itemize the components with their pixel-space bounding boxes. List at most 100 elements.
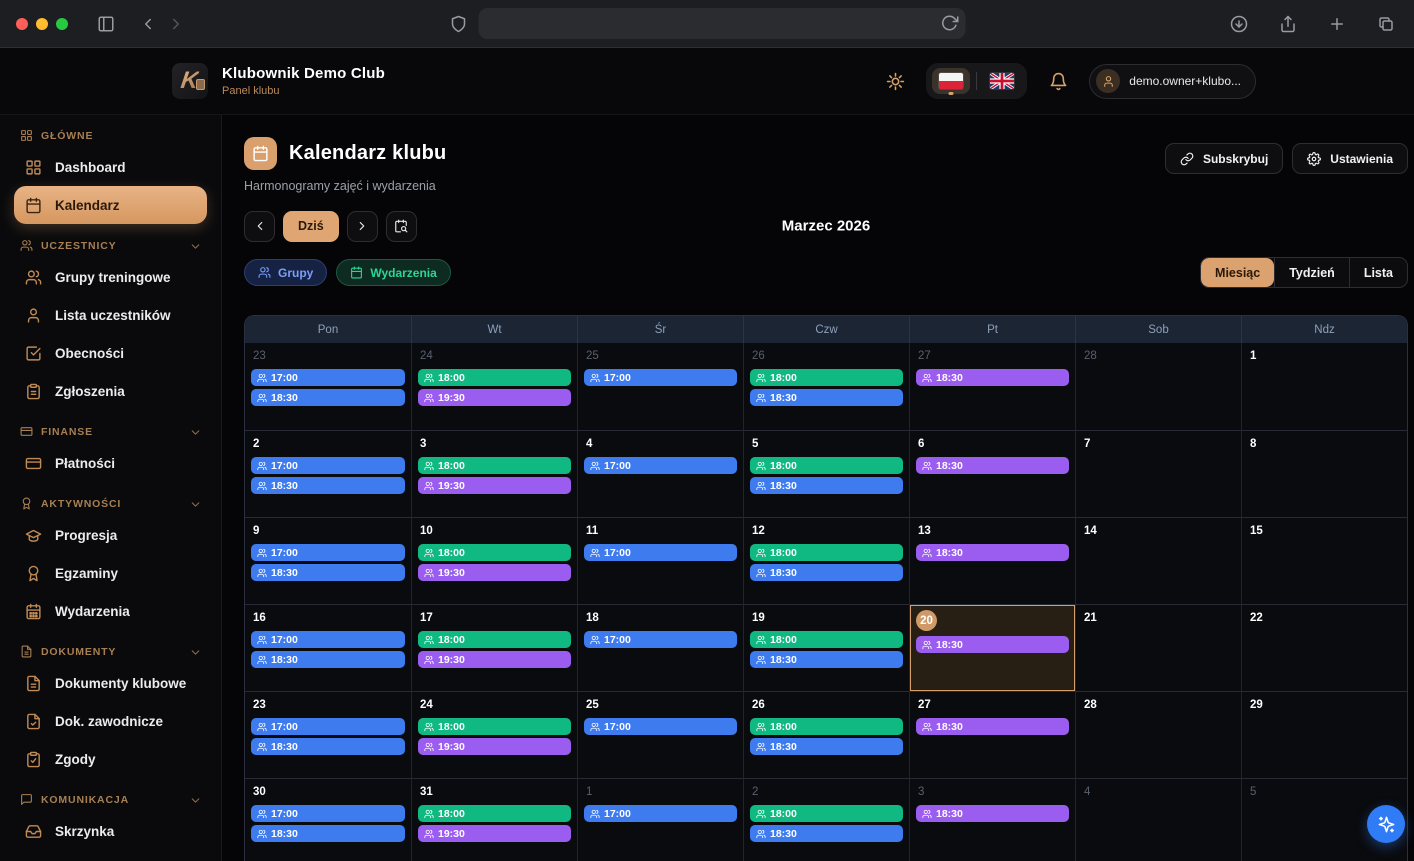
day-cell-28[interactable]: 28 — [1075, 343, 1241, 430]
sidebar-section-komunikacja[interactable]: KOMUNIKACJA — [20, 793, 201, 806]
share-icon[interactable] — [1274, 10, 1302, 38]
view-lista[interactable]: Lista — [1348, 258, 1407, 287]
filter-chip-wydarzenia[interactable]: Wydarzenia — [336, 259, 451, 286]
language-polish[interactable] — [932, 68, 971, 94]
event-pill[interactable]: 19:30 — [418, 389, 571, 406]
event-pill[interactable]: 17:00 — [584, 631, 737, 648]
event-pill[interactable]: 19:30 — [418, 477, 571, 494]
event-pill[interactable]: 19:30 — [418, 825, 571, 842]
event-pill[interactable]: 18:30 — [916, 805, 1069, 822]
day-cell-25[interactable]: 25 17:00 — [577, 691, 743, 778]
event-pill[interactable]: 18:00 — [418, 805, 571, 822]
sidebar-item-płatności[interactable]: Płatności — [14, 444, 207, 482]
event-pill[interactable]: 18:30 — [251, 825, 405, 842]
event-pill[interactable]: 18:00 — [418, 457, 571, 474]
event-pill[interactable]: 18:30 — [750, 651, 903, 668]
day-cell-13[interactable]: 13 18:30 — [909, 517, 1075, 604]
day-cell-23[interactable]: 23 17:00 18:30 — [245, 343, 411, 430]
downloads-icon[interactable] — [1225, 10, 1253, 38]
event-pill[interactable]: 17:00 — [251, 631, 405, 648]
event-pill[interactable]: 18:00 — [750, 369, 903, 386]
day-cell-3[interactable]: 3 18:00 19:30 — [411, 430, 577, 517]
event-pill[interactable]: 18:30 — [251, 651, 405, 668]
address-bar[interactable] — [478, 8, 966, 39]
event-pill[interactable]: 17:00 — [584, 369, 737, 386]
minimize-button[interactable] — [36, 17, 48, 30]
event-pill[interactable]: 18:30 — [916, 636, 1069, 653]
day-cell-28[interactable]: 28 — [1075, 691, 1241, 778]
event-pill[interactable]: 17:00 — [584, 805, 737, 822]
event-pill[interactable]: 17:00 — [251, 544, 405, 561]
event-pill[interactable]: 18:30 — [750, 389, 903, 406]
event-pill[interactable]: 17:00 — [584, 544, 737, 561]
event-pill[interactable]: 18:30 — [916, 369, 1069, 386]
event-pill[interactable]: 18:30 — [251, 389, 405, 406]
day-cell-7[interactable]: 7 — [1075, 430, 1241, 517]
sidebar-item-lista-uczestników[interactable]: Lista uczestników — [14, 296, 207, 334]
day-cell-17[interactable]: 17 18:00 19:30 — [411, 604, 577, 691]
prev-month-button[interactable] — [244, 210, 275, 242]
event-pill[interactable]: 18:30 — [750, 564, 903, 581]
shield-icon[interactable] — [449, 10, 469, 38]
sidebar-item-zgłoszenia[interactable]: Zgłoszenia — [14, 372, 207, 410]
day-cell-16[interactable]: 16 17:00 18:30 — [245, 604, 411, 691]
day-cell-31[interactable]: 31 18:00 19:30 — [411, 778, 577, 861]
day-cell-4[interactable]: 4 — [1075, 778, 1241, 861]
day-cell-4[interactable]: 4 17:00 — [577, 430, 743, 517]
sidebar-section-aktywności[interactable]: AKTYWNOŚCI — [20, 497, 201, 510]
day-cell-9[interactable]: 9 17:00 18:30 — [245, 517, 411, 604]
day-cell-6[interactable]: 6 18:30 — [909, 430, 1075, 517]
event-pill[interactable]: 18:30 — [750, 738, 903, 755]
sidebar-item-zgody[interactable]: Zgody — [14, 740, 207, 778]
sidebar-item-kalendarz[interactable]: Kalendarz — [14, 186, 207, 224]
day-cell-11[interactable]: 11 17:00 — [577, 517, 743, 604]
event-pill[interactable]: 17:00 — [251, 369, 405, 386]
view-miesiąc[interactable]: Miesiąc — [1201, 258, 1275, 287]
sidebar-section-uczestnicy[interactable]: UCZESTNICY — [20, 239, 201, 252]
day-cell-26[interactable]: 26 18:00 18:30 — [743, 691, 909, 778]
day-cell-14[interactable]: 14 — [1075, 517, 1241, 604]
event-pill[interactable]: 17:00 — [251, 457, 405, 474]
day-cell-8[interactable]: 8 — [1241, 430, 1407, 517]
day-cell-2[interactable]: 2 17:00 18:30 — [245, 430, 411, 517]
sidebar-item-dok-zawodnicze[interactable]: Dok. zawodnicze — [14, 702, 207, 740]
day-cell-24[interactable]: 24 18:00 19:30 — [411, 691, 577, 778]
sidebar-section-dokumenty[interactable]: DOKUMENTY — [20, 645, 201, 658]
next-month-button[interactable] — [346, 210, 378, 242]
day-cell-1[interactable]: 1 17:00 — [577, 778, 743, 861]
event-pill[interactable]: 18:00 — [418, 544, 571, 561]
back-icon[interactable] — [134, 10, 162, 38]
zoom-button[interactable] — [56, 17, 68, 30]
event-pill[interactable]: 18:30 — [916, 457, 1069, 474]
event-pill[interactable]: 17:00 — [251, 805, 405, 822]
new-tab-icon[interactable] — [1323, 10, 1351, 38]
event-pill[interactable]: 18:30 — [916, 544, 1069, 561]
notifications-bell-icon[interactable] — [1045, 68, 1071, 94]
sidebar-item-grupy-treningowe[interactable]: Grupy treningowe — [14, 258, 207, 296]
event-pill[interactable]: 18:30 — [251, 738, 405, 755]
user-menu[interactable]: demo.owner+klubo... — [1089, 63, 1256, 99]
day-cell-23[interactable]: 23 17:00 18:30 — [245, 691, 411, 778]
sidebar-toggle-icon[interactable] — [92, 10, 120, 38]
view-tydzień[interactable]: Tydzień — [1274, 258, 1349, 287]
day-cell-22[interactable]: 22 — [1241, 604, 1407, 691]
tab-overview-icon[interactable] — [1372, 10, 1400, 38]
event-pill[interactable]: 18:30 — [251, 477, 405, 494]
day-cell-27[interactable]: 27 18:30 — [909, 691, 1075, 778]
event-pill[interactable]: 17:00 — [584, 718, 737, 735]
today-button[interactable]: Dziś — [283, 210, 339, 242]
event-pill[interactable]: 18:00 — [750, 544, 903, 561]
day-cell-20[interactable]: 20 18:30 — [909, 604, 1075, 691]
day-cell-19[interactable]: 19 18:00 18:30 — [743, 604, 909, 691]
date-picker-button[interactable] — [385, 210, 417, 242]
sidebar-section-finanse[interactable]: FINANSE — [20, 425, 201, 438]
day-cell-30[interactable]: 30 17:00 18:30 — [245, 778, 411, 861]
event-pill[interactable]: 19:30 — [418, 738, 571, 755]
event-pill[interactable]: 18:00 — [418, 369, 571, 386]
event-pill[interactable]: 18:30 — [916, 718, 1069, 735]
settings-button[interactable]: Ustawienia — [1292, 143, 1408, 174]
day-cell-12[interactable]: 12 18:00 18:30 — [743, 517, 909, 604]
day-cell-5[interactable]: 5 18:00 18:30 — [743, 430, 909, 517]
sidebar-item-dokumenty-klubowe[interactable]: Dokumenty klubowe — [14, 664, 207, 702]
day-cell-3[interactable]: 3 18:30 — [909, 778, 1075, 861]
